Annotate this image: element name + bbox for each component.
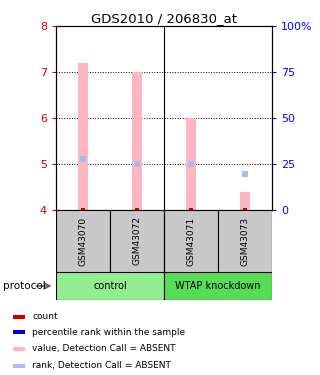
Text: control: control (93, 281, 127, 291)
Text: GSM43073: GSM43073 (241, 216, 250, 266)
Text: protocol: protocol (3, 281, 46, 291)
Text: WTAP knockdown: WTAP knockdown (175, 281, 261, 291)
Bar (240, 192, 250, 210)
Bar (12, 364, 25, 368)
Bar (78, 63, 88, 210)
Text: GSM43072: GSM43072 (132, 216, 141, 266)
Bar (12, 330, 25, 334)
Text: rank, Detection Call = ABSENT: rank, Detection Call = ABSENT (32, 361, 171, 370)
Bar (56, 210, 110, 272)
Text: value, Detection Call = ABSENT: value, Detection Call = ABSENT (32, 344, 176, 353)
Bar (132, 72, 142, 210)
Bar (56, 272, 164, 300)
Bar (164, 272, 272, 300)
Bar (110, 210, 164, 272)
Bar (12, 346, 25, 351)
Bar (218, 210, 272, 272)
Bar (12, 315, 25, 318)
Text: percentile rank within the sample: percentile rank within the sample (32, 328, 186, 337)
Bar (186, 118, 196, 210)
Text: GSM43070: GSM43070 (78, 216, 87, 266)
Bar (164, 210, 218, 272)
Text: count: count (32, 312, 58, 321)
Title: GDS2010 / 206830_at: GDS2010 / 206830_at (91, 12, 237, 25)
Text: GSM43071: GSM43071 (187, 216, 196, 266)
